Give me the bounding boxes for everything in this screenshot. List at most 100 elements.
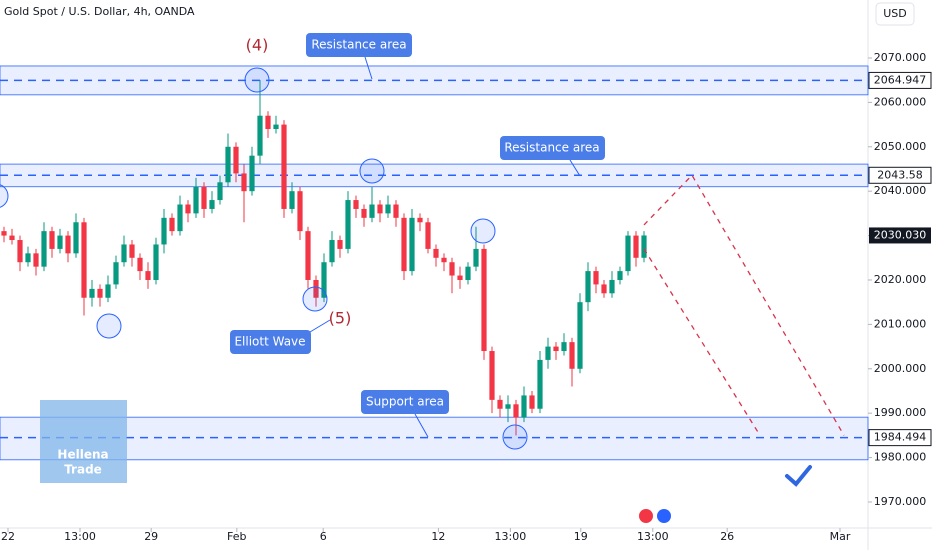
candle-body [313,279,319,298]
candle-body [377,204,383,214]
candle-body [385,204,391,214]
circle [470,218,496,244]
circle [0,184,9,208]
candle-body [57,235,63,249]
circles [0,67,528,450]
x-tick-label: Feb [227,530,246,543]
candle-body [177,204,183,232]
candle-body [553,346,559,352]
callout [230,330,311,354]
event-icon [657,509,671,523]
candle-body [321,262,327,298]
candle-body [97,288,103,298]
candle-body [633,235,639,258]
price-axis [868,0,932,550]
candle-body [153,244,159,280]
y-tick-label: 2070.000 [874,51,927,64]
candle-body [609,279,615,294]
price-label-box [868,71,932,89]
callout [500,136,605,160]
candle-body [617,271,623,280]
x-tick-label: 13:00 [64,530,96,543]
currency-button[interactable] [875,2,915,26]
chart-title: Gold Spot / U.S. Dollar, 4h, OANDA [4,5,195,18]
circle [96,313,122,339]
candle-body [433,248,439,258]
callout [306,33,412,57]
x-tick-label: 29 [144,530,158,543]
x-tick-label: 22 [1,530,15,543]
candle-body [529,395,535,409]
circle [502,424,528,450]
candle-body [561,342,567,352]
candle-body [417,217,423,223]
candle-body [465,266,471,280]
price-label: 2030.030 [874,228,927,241]
y-tick-label: 2060.000 [874,95,927,108]
price-label: 2064.947 [874,73,927,86]
currency[interactable]: USD [883,7,907,20]
candle-body [145,271,151,280]
annotation: Resistance area [504,141,599,155]
candle-body [217,182,223,201]
candle-body [105,284,111,298]
x-tick-label: 19 [574,530,588,543]
annotation: Support area [366,395,444,409]
candle-body [241,173,247,192]
candle-body [505,404,511,409]
x-tick-label: Mar [830,530,851,543]
candle-body [281,124,287,209]
y-tick-label: 2020.000 [874,273,927,286]
candle-body [329,240,335,263]
candle-body [489,351,495,400]
x-tick-label: 13:00 [637,530,669,543]
candle-body [473,248,479,267]
candle-body [481,248,487,352]
price-label-box [868,166,932,184]
circle [244,67,270,93]
circle [359,158,385,184]
price-label-box [868,429,932,447]
candle-body [81,222,87,298]
y-tick-label: 1990.000 [874,406,927,419]
candle-body [121,244,127,263]
pointer [414,413,429,438]
annotation: Elliott Wave [234,335,305,349]
check-icon [785,465,812,487]
candle-body [441,257,447,263]
y-tick-label: 2050.000 [874,140,927,153]
annotation: Resistance area [311,38,406,52]
candle-body [289,191,295,209]
callouts: Resistance area Resistance area Elliott … [230,33,605,438]
candle-body [209,200,215,209]
price-label-box [869,227,931,244]
candle-body [569,342,575,369]
candle-body [73,222,79,254]
y-tick-label: 2000.000 [874,362,927,375]
candle-body [249,155,255,192]
x-tick-label: 26 [720,530,734,543]
candle-body [593,271,599,285]
price-label: 2043.58 [877,168,923,181]
callout [361,390,449,414]
x-tick-label: 12 [431,530,445,543]
candle-body [257,115,263,156]
projection [643,174,845,436]
watermark-box [40,400,127,483]
event-icon [639,509,653,523]
candle-body [33,253,39,267]
candle-body [425,222,431,249]
candle-body [25,253,31,263]
candle-body [449,262,455,276]
pointer [569,159,581,177]
candle-body [265,115,271,130]
candle-body [361,208,367,218]
candle-body [201,186,207,209]
candle-body [521,395,527,418]
zone [0,416,869,461]
y-tick-label: 2010.000 [874,317,927,330]
watermark: Hellena [57,448,108,462]
candle-body [233,146,239,174]
candle-body [393,204,399,218]
